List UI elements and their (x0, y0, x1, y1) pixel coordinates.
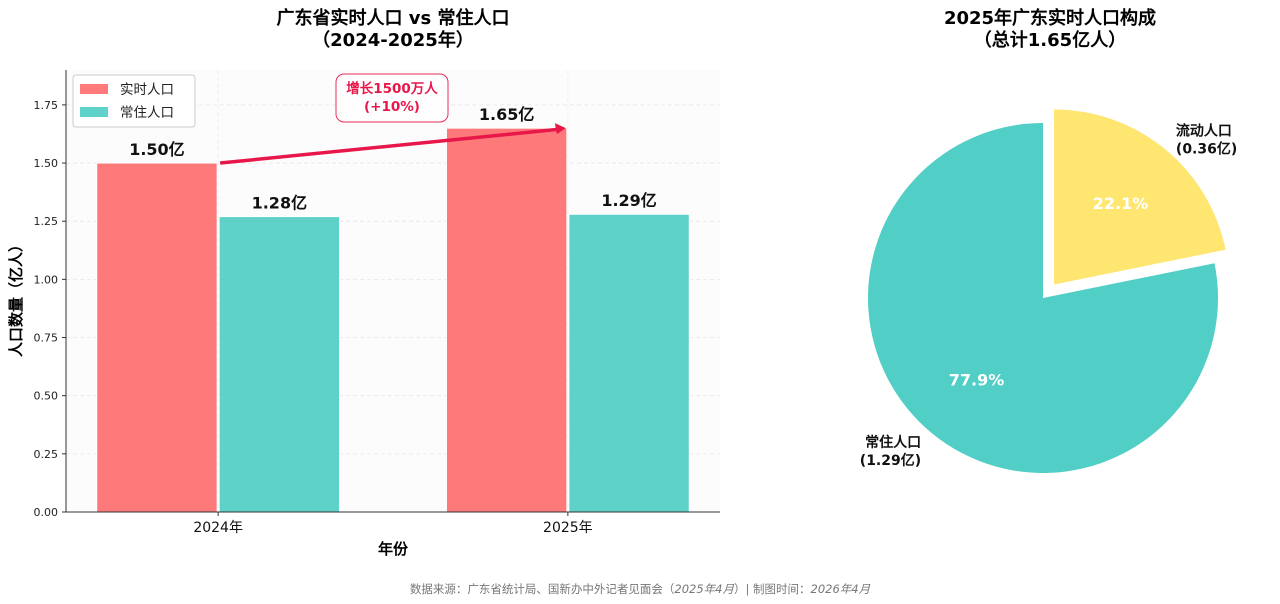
bar-chart-title: 广东省实时人口 vs 常住人口 (277, 7, 510, 29)
footer-made-date: 2026年4月 (810, 582, 871, 596)
annotation-text: (+10%) (364, 99, 420, 115)
growth-arrowhead (554, 123, 566, 135)
y-tick-label: 1.75 (34, 99, 59, 112)
legend-swatch (80, 84, 108, 94)
pie-slice-label: (1.29亿) (860, 452, 921, 469)
footer-source-date: 2025年4月 (674, 582, 734, 596)
footer-source: 数据来源：广东省统计局、国新办中外记者见面会（2025年4月）| 制图时间：20… (0, 581, 1280, 597)
y-tick-label: 1.25 (34, 215, 59, 228)
legend-label: 常住人口 (120, 105, 174, 121)
legend-label: 实时人口 (120, 82, 174, 98)
x-tick-label: 2024年 (193, 520, 243, 536)
annotation-text: 增长1500万人 (346, 80, 438, 97)
bar-value-label: 1.29亿 (601, 191, 656, 210)
bar-value-label: 1.50亿 (129, 140, 184, 159)
y-tick-label: 1.00 (34, 273, 59, 286)
footer-prefix: 数据来源：广东省统计局、国新办中外记者见面会（ (409, 582, 675, 596)
y-tick-label: 1.50 (34, 157, 59, 170)
y-tick-label: 0.50 (34, 390, 59, 403)
pie-chart-title: 2025年广东实时人口构成 (944, 7, 1156, 29)
bar-resident (218, 216, 341, 513)
pie-slice-label: 流动人口 (1176, 122, 1232, 139)
pie-pct-label: 22.1% (1093, 194, 1149, 213)
bar-realtime (96, 162, 218, 513)
annotation-box (335, 73, 449, 123)
legend-swatch (80, 107, 108, 117)
bar-value-label: 1.65亿 (479, 105, 534, 124)
bar-resident (568, 213, 690, 513)
y-tick-label: 0.00 (34, 506, 59, 519)
pie-slice-resident (867, 123, 1218, 473)
footer-mid: ）| 制图时间： (733, 582, 811, 596)
pie-chart-title: （总计1.65亿人） (974, 29, 1126, 51)
x-axis-label: 年份 (378, 540, 409, 558)
y-tick-label: 0.75 (34, 332, 59, 345)
growth-arrow (219, 127, 561, 165)
y-tick-label: 0.25 (34, 448, 59, 461)
bar-value-label: 1.28亿 (252, 194, 307, 213)
bar-realtime (445, 127, 568, 513)
pie-slice-floating (1054, 109, 1226, 285)
bar-chart-title: （2024-2025年） (312, 29, 474, 51)
x-tick-label: 2025年 (543, 520, 593, 536)
y-axis-label: 人口数量（亿人） (7, 237, 25, 357)
pie-slice-label: 常住人口 (865, 434, 921, 451)
pie-pct-label: 77.9% (949, 370, 1005, 389)
pie-slice-label: (0.36亿) (1176, 140, 1237, 157)
